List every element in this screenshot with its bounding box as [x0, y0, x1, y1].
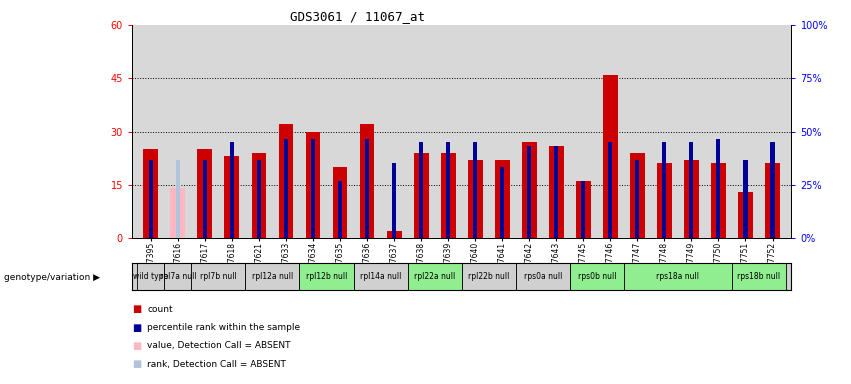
Bar — [360, 124, 374, 238]
Bar — [245, 263, 300, 290]
Bar — [636, 160, 639, 238]
Text: ■: ■ — [132, 341, 141, 351]
Bar — [137, 263, 164, 290]
Bar — [441, 153, 455, 238]
Text: rpl22b null: rpl22b null — [468, 272, 510, 281]
Bar — [630, 153, 645, 238]
Bar — [225, 156, 239, 238]
Text: percentile rank within the sample: percentile rank within the sample — [147, 323, 300, 332]
Bar — [333, 167, 347, 238]
Bar — [549, 146, 563, 238]
Bar — [684, 160, 699, 238]
Bar — [311, 139, 315, 238]
Bar — [711, 164, 726, 238]
Bar — [516, 263, 570, 290]
Bar — [744, 160, 747, 238]
Text: rps18a null: rps18a null — [656, 272, 700, 281]
Bar — [462, 263, 516, 290]
Bar — [732, 263, 786, 290]
Bar — [338, 181, 342, 238]
Text: rps0b null: rps0b null — [578, 272, 616, 281]
Bar — [662, 142, 666, 238]
Bar — [353, 263, 408, 290]
Bar — [554, 146, 558, 238]
Text: rpl12a null: rpl12a null — [252, 272, 293, 281]
Bar — [624, 263, 732, 290]
Bar — [500, 167, 505, 238]
Bar — [252, 153, 266, 238]
Bar — [278, 124, 294, 238]
Bar — [414, 153, 429, 238]
Bar — [408, 263, 462, 290]
Text: rank, Detection Call = ABSENT: rank, Detection Call = ABSENT — [147, 360, 286, 369]
Bar — [608, 142, 613, 238]
Bar — [365, 139, 369, 238]
Text: ■: ■ — [132, 304, 141, 314]
Bar — [284, 139, 288, 238]
Bar — [576, 181, 591, 238]
Text: rpl7a null: rpl7a null — [159, 272, 197, 281]
Text: GDS3061 / 11067_at: GDS3061 / 11067_at — [290, 10, 425, 23]
Text: rpl12b null: rpl12b null — [306, 272, 347, 281]
Bar — [176, 160, 180, 238]
Bar — [717, 139, 721, 238]
Text: rps0a null: rps0a null — [523, 272, 562, 281]
Text: value, Detection Call = ABSENT: value, Detection Call = ABSENT — [147, 341, 291, 351]
Bar — [191, 263, 245, 290]
Text: rpl22a null: rpl22a null — [414, 272, 455, 281]
Text: count: count — [147, 305, 173, 314]
Text: wild type: wild type — [134, 272, 168, 281]
Text: ■: ■ — [132, 323, 141, 333]
Text: rps18b null: rps18b null — [738, 272, 780, 281]
Bar — [446, 142, 450, 238]
Bar — [143, 149, 158, 238]
Bar — [170, 189, 186, 238]
Bar — [230, 142, 234, 238]
Bar — [528, 146, 531, 238]
Bar — [257, 160, 261, 238]
Bar — [765, 164, 780, 238]
Bar — [392, 164, 396, 238]
Bar — [770, 142, 774, 238]
Bar — [570, 263, 624, 290]
Bar — [203, 160, 207, 238]
Text: rpl14a null: rpl14a null — [360, 272, 402, 281]
Bar — [468, 160, 483, 238]
Bar — [603, 74, 618, 238]
Bar — [738, 192, 753, 238]
Bar — [164, 263, 191, 290]
Bar — [149, 160, 153, 238]
Bar — [419, 142, 423, 238]
Text: genotype/variation ▶: genotype/variation ▶ — [4, 273, 100, 282]
Bar — [494, 160, 510, 238]
Text: ■: ■ — [132, 359, 141, 369]
Bar — [581, 181, 585, 238]
Bar — [300, 263, 353, 290]
Bar — [689, 142, 694, 238]
Bar — [522, 142, 537, 238]
Bar — [657, 164, 671, 238]
Bar — [306, 131, 321, 238]
Bar — [386, 231, 402, 238]
Text: rpl7b null: rpl7b null — [200, 272, 237, 281]
Bar — [473, 142, 477, 238]
Bar — [197, 149, 212, 238]
